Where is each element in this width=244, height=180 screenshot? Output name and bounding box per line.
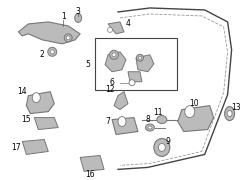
Text: 9: 9 xyxy=(165,137,170,146)
Text: 7: 7 xyxy=(106,117,111,126)
Polygon shape xyxy=(80,156,104,171)
Ellipse shape xyxy=(136,54,143,61)
Ellipse shape xyxy=(148,126,152,129)
Polygon shape xyxy=(114,92,128,110)
Text: 13: 13 xyxy=(231,103,240,112)
Polygon shape xyxy=(26,92,54,114)
Ellipse shape xyxy=(118,117,126,127)
Text: 3: 3 xyxy=(76,7,81,16)
Ellipse shape xyxy=(32,93,40,103)
Polygon shape xyxy=(105,52,126,72)
Polygon shape xyxy=(112,118,138,134)
Ellipse shape xyxy=(158,143,165,151)
Ellipse shape xyxy=(185,106,195,118)
Polygon shape xyxy=(18,22,80,44)
Ellipse shape xyxy=(66,36,70,40)
Ellipse shape xyxy=(112,53,116,57)
Ellipse shape xyxy=(64,34,72,42)
Text: 8: 8 xyxy=(145,115,150,124)
Ellipse shape xyxy=(110,50,119,59)
Ellipse shape xyxy=(157,116,167,123)
Ellipse shape xyxy=(227,111,232,117)
Text: 14: 14 xyxy=(18,87,27,96)
Ellipse shape xyxy=(75,14,82,22)
Polygon shape xyxy=(136,55,154,72)
Text: 10: 10 xyxy=(189,99,199,108)
Text: 6: 6 xyxy=(110,78,114,87)
Polygon shape xyxy=(128,72,142,82)
Ellipse shape xyxy=(154,138,170,156)
Text: 17: 17 xyxy=(11,143,21,152)
Ellipse shape xyxy=(108,27,112,32)
Text: 2: 2 xyxy=(40,50,45,59)
Text: 16: 16 xyxy=(85,170,95,179)
Text: 5: 5 xyxy=(86,60,91,69)
Ellipse shape xyxy=(138,56,142,59)
Ellipse shape xyxy=(145,124,154,131)
Text: 1: 1 xyxy=(61,12,66,21)
Ellipse shape xyxy=(225,107,234,121)
Ellipse shape xyxy=(129,80,135,86)
Ellipse shape xyxy=(50,50,54,54)
Bar xyxy=(95,38,177,90)
Text: 12: 12 xyxy=(105,85,115,94)
Polygon shape xyxy=(108,22,124,34)
Polygon shape xyxy=(22,140,48,154)
Text: 11: 11 xyxy=(153,108,163,117)
Text: 15: 15 xyxy=(21,115,31,124)
Polygon shape xyxy=(178,106,214,132)
Polygon shape xyxy=(34,118,58,130)
Text: 4: 4 xyxy=(126,19,130,28)
Ellipse shape xyxy=(48,47,57,56)
